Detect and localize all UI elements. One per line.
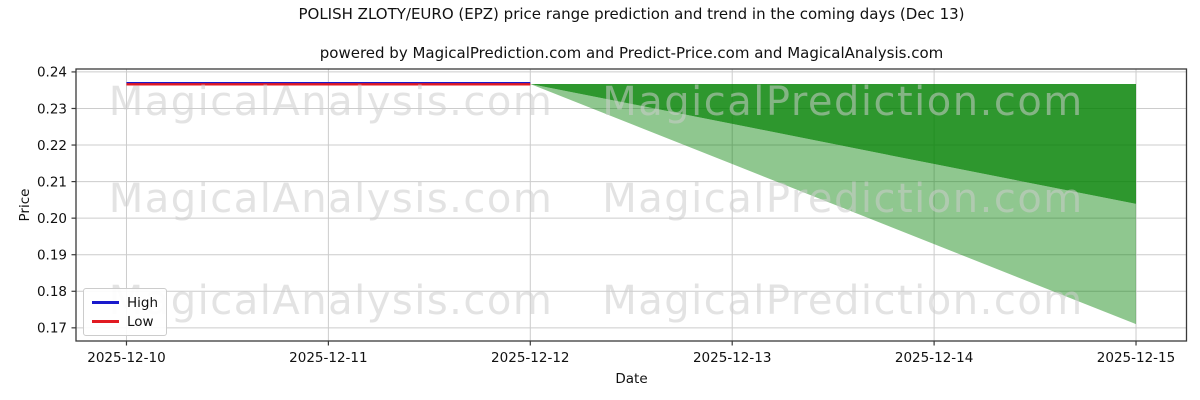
y-axis-label: Price: [17, 188, 33, 222]
axes-layer: [71, 68, 1188, 346]
watermark-text: MagicalPrediction.com: [602, 176, 1084, 222]
legend-entry-low: Low: [92, 314, 158, 330]
y-tick-label: 0.19: [37, 248, 67, 264]
y-tick-label: 0.20: [37, 211, 67, 227]
y-tick-label: 0.21: [37, 174, 67, 190]
tick-labels: 2025-12-10 2025-12-11 2025-12-12 2025-12-13…: [37, 65, 1175, 366]
y-tick-label: 0.18: [37, 284, 67, 300]
chart-title: POLISH ZLOTY/EURO (EPZ) price range pred…: [298, 5, 965, 23]
plot-border: [75, 68, 1188, 342]
watermark-text: MagicalPrediction.com: [602, 79, 1084, 125]
watermark-text: MagicalPrediction.com: [602, 278, 1084, 324]
watermark-text: MagicalAnalysis.com: [109, 176, 554, 222]
x-tick-label: 2025-12-13: [693, 350, 771, 366]
y-tick-label: 0.17: [37, 321, 67, 337]
chart-subtitle: powered by MagicalPrediction.com and Pre…: [319, 44, 944, 62]
legend: High Low: [83, 288, 167, 336]
x-tick-label: 2025-12-10: [87, 350, 165, 366]
prediction-band-full-range: [530, 83, 1137, 325]
x-tick-label: 2025-12-15: [1097, 350, 1175, 366]
watermark-layer: MagicalAnalysis.com MagicalPrediction.com…: [109, 79, 1084, 324]
watermark-text: MagicalAnalysis.com: [109, 278, 554, 324]
legend-line-low: [92, 320, 119, 323]
y-tick-label: 0.23: [37, 101, 67, 117]
x-axis-label: Date: [615, 371, 648, 387]
legend-label-low: Low: [127, 313, 154, 330]
x-tick-label: 2025-12-14: [895, 350, 973, 366]
y-tick-label: 0.22: [37, 138, 67, 154]
x-tick-label: 2025-12-12: [491, 350, 569, 366]
x-tick-label: 2025-12-11: [289, 350, 367, 366]
legend-label-high: High: [126, 294, 158, 311]
legend-entry-high: High: [92, 295, 158, 311]
y-tick-label: 0.24: [37, 65, 67, 81]
prediction-band-likely-range: [530, 83, 1137, 204]
legend-line-high: [92, 301, 119, 304]
watermark-text: MagicalAnalysis.com: [109, 79, 554, 125]
price-lines: [126, 82, 531, 86]
prediction-bands: [530, 83, 1137, 325]
